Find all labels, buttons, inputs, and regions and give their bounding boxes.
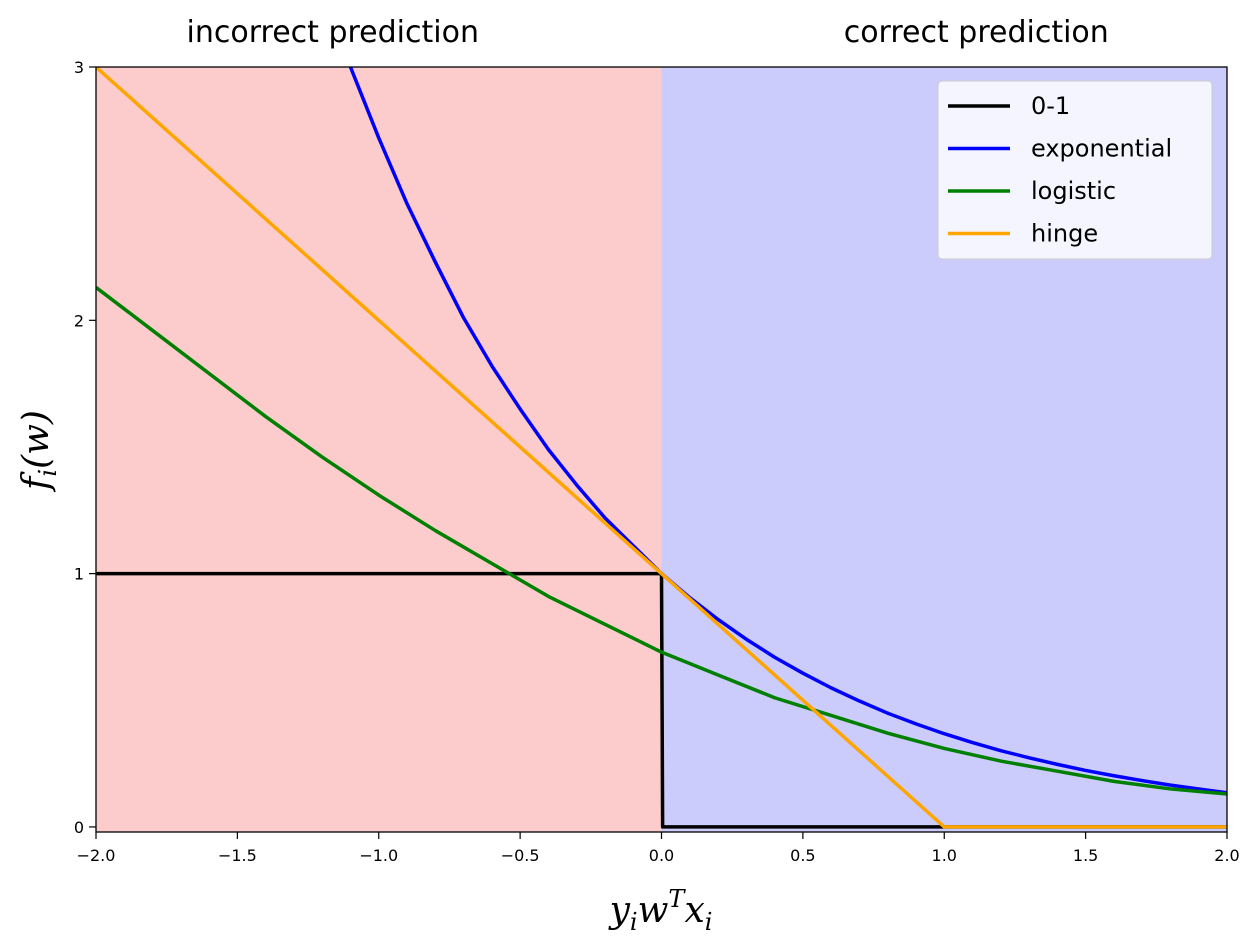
x-tick-label: 0.0 bbox=[649, 846, 674, 865]
x-tick-label: 0.5 bbox=[790, 846, 815, 865]
series-line-exponential bbox=[348, 67, 1227, 795]
region-labels: incorrect prediction correct prediction bbox=[187, 15, 1109, 50]
region-label-incorrect-prediction: incorrect prediction bbox=[187, 15, 479, 50]
legend-label-exponential: exponential bbox=[1031, 135, 1172, 163]
x-axis-ticks: −2.0 −1.5 −1.0 −0.5 0.0 0.5 1.0 1.5 2.0 bbox=[77, 832, 1240, 865]
legend: 0-1 exponential logistic hinge bbox=[937, 80, 1213, 260]
x-tick-label: −1.0 bbox=[359, 846, 398, 865]
series-line-hinge bbox=[96, 67, 1227, 829]
y-tick-label: 2 bbox=[74, 311, 84, 330]
y-tick-label: 1 bbox=[74, 565, 84, 584]
y-tick-label: 3 bbox=[74, 58, 84, 77]
region-incorrect-prediction bbox=[96, 67, 662, 832]
y-axis-label: fi(w) bbox=[16, 410, 62, 493]
x-axis-label: yiwTxi bbox=[608, 885, 713, 936]
series-line-logistic bbox=[96, 285, 1227, 796]
x-tick-label: 1.5 bbox=[1073, 846, 1098, 865]
legend-box bbox=[937, 80, 1213, 260]
x-tick-label: 1.0 bbox=[932, 846, 957, 865]
legend-label-logistic: logistic bbox=[1031, 177, 1116, 205]
x-tick-label: −0.5 bbox=[501, 846, 540, 865]
y-axis-ticks: 0 1 2 3 bbox=[74, 58, 96, 837]
region-label-correct-prediction: correct prediction bbox=[844, 15, 1109, 50]
x-tick-label: −1.5 bbox=[218, 846, 257, 865]
x-tick-label: 2.0 bbox=[1214, 846, 1239, 865]
x-tick-label: −2.0 bbox=[77, 846, 116, 865]
loss-curves bbox=[96, 67, 1227, 829]
legend-label-hinge: hinge bbox=[1031, 220, 1098, 248]
y-tick-label: 0 bbox=[74, 818, 84, 837]
legend-label-0-1: 0-1 bbox=[1031, 92, 1070, 120]
